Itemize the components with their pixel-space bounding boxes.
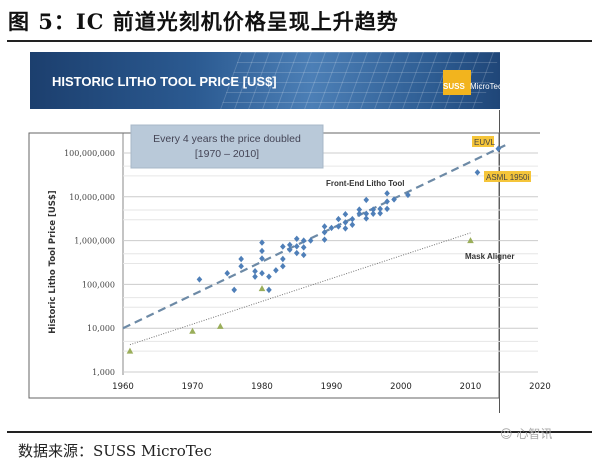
mask-aligner-point [258, 285, 266, 292]
euvl-label: EUVL [474, 138, 495, 147]
front-end-point [328, 224, 335, 232]
euvl-highlight [472, 136, 494, 147]
watermark-text: 心智讯 [516, 427, 553, 441]
front-end-point [377, 210, 383, 217]
mask-aligner-point [189, 327, 196, 334]
mask-aligner-point [467, 237, 474, 244]
front-end-point [342, 211, 349, 218]
front-end-point [293, 235, 300, 242]
front-end-point [280, 263, 286, 270]
x-tick-label: 2000 [390, 382, 412, 392]
front-end-point [287, 246, 293, 253]
front-end-point [300, 237, 307, 244]
mask-aligner-label: Mask Aligner [465, 252, 515, 261]
logo-microtec-text: MicroTec [470, 82, 500, 91]
front-end-point [349, 215, 356, 223]
front-end-point [252, 268, 258, 275]
front-end-point [342, 225, 349, 232]
front-end-point [280, 255, 286, 263]
front-end-point [300, 251, 307, 259]
y-tick-label: 100,000 [82, 280, 115, 289]
front-end-point [280, 243, 286, 250]
front-end-point [335, 223, 342, 230]
front-end-point [384, 190, 390, 197]
annotation-line2: [1970 – 2010] [195, 148, 259, 160]
front-end-point [300, 244, 307, 251]
front-end-point [259, 247, 265, 255]
front-end-point [266, 286, 272, 294]
mask-aligner-point [217, 322, 224, 329]
x-tick-label: 1960 [112, 382, 134, 392]
x-tick-label: 1970 [182, 382, 204, 392]
source-note: 数据来源：SUSS MicroTec [18, 442, 212, 460]
front-end-point [495, 145, 502, 152]
front-end-point [293, 243, 300, 250]
x-tick-label: 2010 [460, 382, 482, 392]
y-tick-label: 10,000,000 [69, 193, 115, 202]
front-end-point [384, 198, 390, 205]
front-end-point [342, 219, 349, 226]
front-end-point [259, 255, 265, 262]
front-end-point [293, 249, 300, 257]
asml-highlight [484, 171, 531, 182]
x-tick-label: 1980 [251, 382, 273, 392]
front-end-point [321, 236, 328, 243]
front-end-point [405, 191, 411, 199]
front-end-point [259, 270, 265, 277]
front-end-point [287, 241, 293, 249]
y-tick-label: 100,000,000 [64, 149, 115, 158]
front-end-point [321, 229, 328, 236]
front-end-point [196, 276, 203, 283]
annotation-line1: Every 4 years the price doubled [153, 133, 301, 145]
footer-rule [7, 431, 592, 433]
chart-banner: HISTORIC LITHO TOOL PRICE [US$] SUSS Mic… [30, 52, 500, 109]
front-end-point [474, 169, 481, 176]
front-end-point [370, 206, 376, 213]
plot-frame [28, 132, 500, 399]
front-end-point [266, 273, 272, 280]
figure-title: 图 5：IC 前道光刻机价格呈现上升趋势 [8, 9, 399, 34]
front-end-point [391, 196, 397, 203]
watermark: ☺ 心智讯 [500, 425, 552, 442]
x-tick-label: 1990 [321, 382, 343, 392]
title-rule [7, 40, 592, 42]
front-end-point [377, 205, 383, 213]
front-end-point [335, 215, 342, 223]
annotation-box [130, 124, 324, 169]
front-end-point [349, 221, 356, 228]
front-end-point [238, 255, 244, 263]
front-end-point [356, 206, 363, 213]
y-axis-label: Historic Litho Tool Price [US$] [48, 190, 58, 333]
mask-aligner-point [126, 347, 134, 354]
front-end-point [356, 210, 363, 217]
front-end-point [370, 210, 376, 217]
y-tick-label: 1,000 [92, 368, 115, 377]
y-tick-label: 10,000 [87, 324, 115, 333]
logo-suss-text: SUSS [443, 82, 465, 91]
asml-label: ASML 1950i [486, 173, 530, 182]
front-end-point [231, 286, 237, 294]
suss-logo [443, 70, 471, 95]
front-end-point [259, 239, 265, 246]
wechat-icon: ☺ [500, 427, 517, 441]
front-end-point [363, 210, 370, 217]
y-tick-label: 1,000,000 [74, 237, 115, 246]
front-end-label: Front-End Litho Tool [326, 179, 405, 188]
front-end-point [224, 270, 231, 277]
front-end-trendline [122, 144, 506, 330]
front-end-point [321, 223, 328, 230]
front-end-point [384, 205, 390, 213]
front-end-point [363, 196, 370, 204]
front-end-point [238, 263, 244, 270]
front-end-point [252, 273, 258, 280]
front-end-point [307, 237, 314, 244]
banner-title: HISTORIC LITHO TOOL PRICE [US$] [52, 74, 277, 89]
front-end-point [273, 267, 279, 274]
front-end-point [363, 215, 370, 222]
x-tick-label: 2020 [529, 382, 551, 392]
